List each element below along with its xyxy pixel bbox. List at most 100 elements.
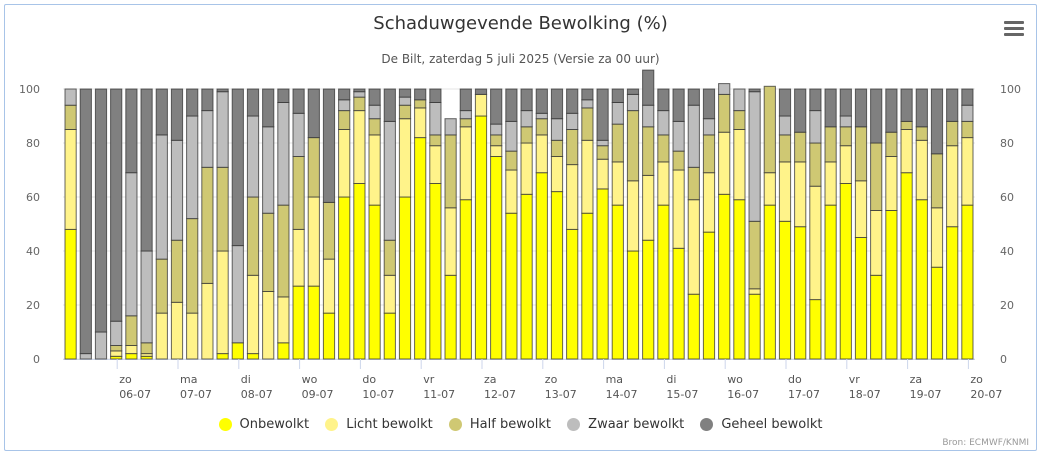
- bar-segment-geheel-bewolkt: [566, 88, 579, 114]
- bar-segment-geheel-bewolkt: [338, 88, 351, 101]
- bar-segment-zwaar-bewolkt: [642, 104, 655, 128]
- legend-item-half-bewolkt[interactable]: Half bewolkt: [448, 417, 551, 432]
- bar-segment-onbewolkt: [854, 237, 868, 360]
- bar-segment-geheel-bewolkt: [474, 88, 488, 95]
- x-tick-label-date: 08-07: [241, 388, 273, 401]
- hamburger-menu-icon[interactable]: [1004, 21, 1024, 39]
- bar-segment-half-bewolkt: [642, 126, 655, 176]
- bar-segment-half-bewolkt: [946, 120, 959, 147]
- bar-segment-geheel-bewolkt: [125, 88, 138, 174]
- bar-segment-geheel-bewolkt: [505, 88, 518, 122]
- bar-segment-geheel-bewolkt: [794, 88, 807, 133]
- y-tick-label-left: 40: [26, 245, 40, 258]
- x-tick-label-day: do: [362, 373, 376, 386]
- bar-segment-onbewolkt: [353, 183, 366, 360]
- bar-segment-onbewolkt: [414, 137, 427, 360]
- bar-segment-geheel-bewolkt: [170, 88, 184, 141]
- legend-item-zwaar-bewolkt[interactable]: Zwaar bewolkt: [567, 417, 684, 432]
- bar-segment-zwaar-bewolkt: [140, 250, 153, 344]
- bar-segment-licht-bewolkt: [839, 145, 852, 184]
- bar-segment-half-bewolkt: [672, 150, 685, 171]
- bar-segment-licht-bewolkt: [870, 210, 883, 276]
- bar-segment-onbewolkt: [915, 199, 928, 360]
- bar-segment-zwaar-bewolkt: [368, 104, 381, 120]
- bar-segment-half-bewolkt: [110, 345, 123, 352]
- bar-segment-half-bewolkt: [854, 126, 868, 182]
- bar-segment-licht-bewolkt: [474, 93, 488, 117]
- bar-segment-onbewolkt: [338, 196, 351, 360]
- bar-segment-zwaar-bewolkt: [626, 93, 640, 112]
- legend-item-onbewolkt[interactable]: Onbewolkt: [218, 417, 310, 432]
- bar-segment-half-bewolkt: [809, 142, 822, 187]
- legend-label: Zwaar bewolkt: [588, 417, 685, 432]
- legend: Onbewolkt Licht bewolkt Half bewolkt Zwa…: [0, 417, 1041, 435]
- bar-segment-zwaar-bewolkt: [170, 139, 184, 241]
- bar-segment-zwaar-bewolkt: [231, 245, 244, 344]
- legend-label: Onbewolkt: [239, 417, 310, 432]
- legend-dot-icon: [448, 418, 462, 431]
- bar-segment-half-bewolkt: [353, 96, 366, 112]
- bar-segment-geheel-bewolkt: [870, 88, 883, 144]
- bar-segment-licht-bewolkt: [930, 207, 944, 268]
- bar-segment-licht-bewolkt: [809, 185, 822, 301]
- bar-segment-geheel-bewolkt: [231, 88, 244, 247]
- bar-segment-onbewolkt: [398, 196, 412, 360]
- bar-segment-zwaar-bewolkt: [839, 115, 852, 128]
- bar-segment-geheel-bewolkt: [626, 88, 640, 95]
- bar-segment-licht-bewolkt: [611, 161, 624, 206]
- bar-segment-geheel-bewolkt: [262, 88, 275, 128]
- bar-segment-geheel-bewolkt: [839, 88, 852, 117]
- bar-segment-geheel-bewolkt: [383, 88, 396, 122]
- bar-segment-licht-bewolkt: [596, 158, 609, 190]
- bar-segment-licht-bewolkt: [733, 129, 746, 201]
- bar-segment-half-bewolkt: [307, 137, 320, 198]
- bar-segment-onbewolkt: [657, 204, 670, 360]
- bar-segment-geheel-bewolkt: [246, 88, 260, 117]
- legend-item-geheel-bewolkt[interactable]: Geheel bewolkt: [700, 417, 822, 432]
- legend-item-licht-bewolkt[interactable]: Licht bewolkt: [325, 417, 433, 432]
- bar-segment-zwaar-bewolkt: [186, 115, 199, 220]
- bar-segment-onbewolkt: [718, 193, 731, 360]
- bar-segment-half-bewolkt: [611, 123, 624, 163]
- bar-segment-licht-bewolkt: [353, 110, 366, 184]
- x-tick-label-date: 16-07: [727, 388, 759, 401]
- bar-segment-half-bewolkt: [398, 104, 412, 120]
- bar-segment-onbewolkt: [763, 204, 776, 360]
- bar-segment-onbewolkt: [277, 342, 290, 360]
- x-tick-label-day: za: [910, 373, 923, 386]
- bar-segment-half-bewolkt: [535, 118, 548, 136]
- bar-segment-zwaar-bewolkt: [611, 102, 624, 125]
- bar-segment-onbewolkt: [946, 226, 959, 360]
- bar-segment-half-bewolkt: [839, 126, 852, 147]
- bar-segment-geheel-bewolkt: [201, 88, 214, 112]
- x-tick-label-date: 06-07: [119, 388, 151, 401]
- bar-segment-half-bewolkt: [125, 315, 138, 346]
- bar-segment-licht-bewolkt: [672, 169, 685, 249]
- bar-segment-geheel-bewolkt: [459, 88, 472, 112]
- x-tick-label-date: 18-07: [849, 388, 881, 401]
- bar-segment-geheel-bewolkt: [900, 88, 913, 122]
- bar-segment-geheel-bewolkt: [657, 88, 670, 112]
- bar-segment-half-bewolkt: [262, 212, 275, 292]
- bar-segment-half-bewolkt: [64, 104, 77, 130]
- bar-segment-geheel-bewolkt: [672, 88, 685, 122]
- y-tick-label-left: 80: [26, 137, 40, 150]
- bar-segment-onbewolkt: [733, 199, 746, 360]
- bar-segment-licht-bewolkt: [125, 345, 138, 355]
- bar-segment-onbewolkt: [778, 220, 792, 360]
- bar-segment-zwaar-bewolkt: [155, 134, 168, 260]
- bar-segment-onbewolkt: [216, 353, 229, 360]
- bar-segment-geheel-bewolkt: [216, 88, 229, 93]
- bar-segment-onbewolkt: [885, 210, 898, 360]
- bar-segment-zwaar-bewolkt: [338, 99, 351, 112]
- bar-segment-licht-bewolkt: [292, 228, 305, 287]
- bar-segment-licht-bewolkt: [763, 172, 776, 206]
- x-tick-label-day: wo: [302, 373, 318, 386]
- y-tick-label-left: 100: [19, 83, 40, 96]
- bar-segment-half-bewolkt: [657, 134, 670, 163]
- bar-segment-half-bewolkt: [277, 204, 290, 298]
- bar-segment-half-bewolkt: [915, 126, 928, 141]
- bar-segment-zwaar-bewolkt: [657, 110, 670, 136]
- x-tick-label-date: 11-07: [423, 388, 455, 401]
- bar-segment-geheel-bewolkt: [398, 88, 412, 98]
